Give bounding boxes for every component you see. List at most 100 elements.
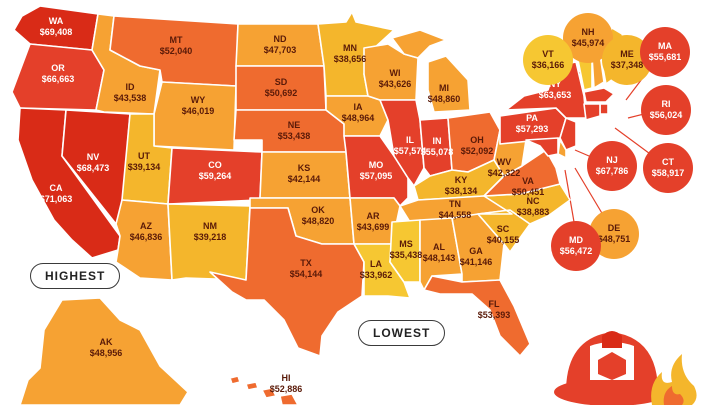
state-ms[interactable] xyxy=(389,219,421,283)
state-label-sd: SD $50,692 xyxy=(265,77,298,99)
state-value: $57,574 xyxy=(393,146,427,156)
state-value: $38,883 xyxy=(516,207,550,217)
state-abbr: MA xyxy=(658,41,672,51)
state-value: $55,078 xyxy=(420,147,454,157)
state-value: $39,134 xyxy=(127,162,161,172)
state-abbr: TX xyxy=(300,258,312,268)
state-label-co: CO $59,264 xyxy=(199,160,232,182)
state-label-il: IL $57,574 xyxy=(394,135,427,157)
state-label-tx: TX $54,144 xyxy=(290,258,323,280)
state-abbr: HI xyxy=(281,373,291,383)
state-label-tn: TN $44,558 xyxy=(439,199,472,221)
state-label-ca: CA $71,063 xyxy=(40,183,73,205)
state-abbr: NH xyxy=(581,27,595,37)
state-abbr: WI xyxy=(389,68,401,78)
state-md[interactable] xyxy=(525,137,559,157)
state-label-al: AL $48,143 xyxy=(423,242,456,264)
state-label-va: VA $50,451 xyxy=(512,176,545,198)
state-abbr: GA xyxy=(469,246,483,256)
state-value: $53,438 xyxy=(277,131,311,141)
state-value: $52,040 xyxy=(159,46,193,56)
state-abbr: MN xyxy=(342,43,357,53)
state-abbr: OR xyxy=(51,63,65,73)
state-value: $47,703 xyxy=(263,45,297,55)
state-value: $38,134 xyxy=(444,186,478,196)
state-value: $68,473 xyxy=(76,163,110,173)
state-label-hi: HI $52,886 xyxy=(270,373,303,395)
state-value: $48,143 xyxy=(422,253,456,263)
state-abbr: ID xyxy=(125,82,135,92)
state-label-oh: OH $52,092 xyxy=(461,135,494,157)
state-value: $46,836 xyxy=(129,232,163,242)
state-bubble-md[interactable]: MD $56,472 xyxy=(551,221,601,271)
state-bubble-vt[interactable]: VT $36,166 xyxy=(523,35,573,85)
state-abbr: VA xyxy=(522,176,534,186)
state-value: $42,322 xyxy=(487,168,521,178)
state-value: $37,348 xyxy=(610,60,644,70)
state-abbr: RI xyxy=(661,99,671,109)
state-nm[interactable] xyxy=(167,203,251,281)
state-bubble-nj[interactable]: NJ $67,786 xyxy=(587,141,637,191)
state-bubble-ct[interactable]: CT $58,917 xyxy=(643,143,693,193)
state-label-nc: NC $38,883 xyxy=(517,196,550,218)
state-label-wy: WY $46,019 xyxy=(182,95,215,117)
state-abbr: LA xyxy=(369,259,382,269)
state-abbr: ND xyxy=(273,34,287,44)
state-abbr: PA xyxy=(526,113,538,123)
state-ak[interactable] xyxy=(19,297,189,405)
state-abbr: UT xyxy=(137,151,150,161)
state-abbr: VT xyxy=(542,49,554,59)
state-abbr: SD xyxy=(274,77,288,87)
state-abbr: CO xyxy=(208,160,222,170)
state-value: $69,408 xyxy=(39,27,73,37)
state-ct[interactable] xyxy=(583,103,601,121)
state-label-nd: ND $47,703 xyxy=(264,34,297,56)
state-abbr: WA xyxy=(48,16,64,26)
state-tx[interactable] xyxy=(209,207,365,357)
state-value: $43,626 xyxy=(378,79,412,89)
state-label-ut: UT $39,134 xyxy=(128,151,161,173)
state-ri[interactable] xyxy=(599,103,609,115)
state-label-ok: OK $48,820 xyxy=(302,205,335,227)
firefighter-helmet-icon xyxy=(554,331,670,405)
state-mi[interactable] xyxy=(391,29,471,113)
state-bubble-ma[interactable]: MA $55,681 xyxy=(640,27,690,77)
state-label-nm: NM $39,218 xyxy=(194,221,227,243)
state-mo[interactable] xyxy=(343,135,409,207)
state-value: $50,451 xyxy=(511,187,545,197)
state-label-ky: KY $38,134 xyxy=(445,175,478,197)
state-abbr: MT xyxy=(169,35,183,45)
state-value: $48,860 xyxy=(427,94,461,104)
state-value: $46,019 xyxy=(181,106,215,116)
state-nj[interactable] xyxy=(559,117,577,151)
state-abbr: ME xyxy=(620,49,634,59)
lowest-callout: LOWEST xyxy=(358,320,446,346)
state-label-ks: KS $42,144 xyxy=(288,163,321,185)
state-abbr: OH xyxy=(470,135,484,145)
state-hi[interactable] xyxy=(229,375,299,405)
highest-callout-text: HIGHEST xyxy=(45,269,106,283)
state-ma[interactable] xyxy=(583,87,615,103)
state-value: $48,820 xyxy=(301,216,335,226)
state-value: $33,962 xyxy=(359,270,393,280)
state-wy[interactable] xyxy=(153,81,237,151)
state-value: $42,144 xyxy=(287,174,321,184)
state-value: $44,558 xyxy=(438,210,472,220)
state-abbr: WY xyxy=(190,95,206,105)
state-abbr: NE xyxy=(287,120,301,130)
state-value: $35,438 xyxy=(389,250,423,260)
state-label-mt: MT $52,040 xyxy=(160,35,193,57)
state-fl[interactable] xyxy=(423,275,531,357)
state-abbr: IL xyxy=(405,135,414,145)
state-label-or: OR $66,663 xyxy=(42,63,75,85)
state-label-mn: MN $38,656 xyxy=(334,43,367,65)
state-abbr: FL xyxy=(488,299,500,309)
state-abbr: AK xyxy=(99,337,113,347)
lowest-callout-text: LOWEST xyxy=(373,326,431,340)
state-value: $50,692 xyxy=(264,88,298,98)
state-bubble-ri[interactable]: RI $56,024 xyxy=(641,85,691,135)
state-value: $52,886 xyxy=(269,384,303,394)
state-value: $54,144 xyxy=(289,269,323,279)
state-abbr: CT xyxy=(662,157,674,167)
state-label-az: AZ $46,836 xyxy=(130,221,163,243)
